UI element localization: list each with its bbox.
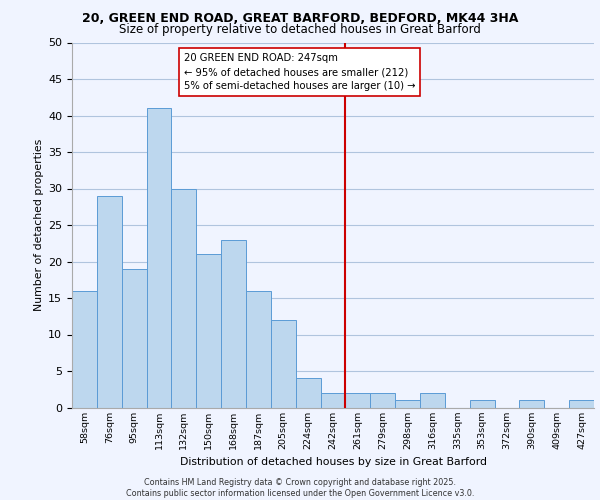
Bar xyxy=(370,393,395,407)
Bar xyxy=(395,400,420,407)
Bar xyxy=(271,320,296,408)
Bar xyxy=(420,393,445,407)
Bar xyxy=(246,290,271,408)
Text: 20, GREEN END ROAD, GREAT BARFORD, BEDFORD, MK44 3HA: 20, GREEN END ROAD, GREAT BARFORD, BEDFO… xyxy=(82,12,518,26)
Text: Size of property relative to detached houses in Great Barford: Size of property relative to detached ho… xyxy=(119,22,481,36)
Bar xyxy=(470,400,494,407)
Bar xyxy=(122,269,146,407)
Bar xyxy=(196,254,221,408)
Text: Contains HM Land Registry data © Crown copyright and database right 2025.
Contai: Contains HM Land Registry data © Crown c… xyxy=(126,478,474,498)
Text: 20 GREEN END ROAD: 247sqm
← 95% of detached houses are smaller (212)
5% of semi-: 20 GREEN END ROAD: 247sqm ← 95% of detac… xyxy=(184,54,415,92)
Bar xyxy=(520,400,544,407)
Bar xyxy=(320,393,346,407)
X-axis label: Distribution of detached houses by size in Great Barford: Distribution of detached houses by size … xyxy=(179,457,487,467)
Bar xyxy=(569,400,594,407)
Bar xyxy=(221,240,246,408)
Bar xyxy=(97,196,122,408)
Y-axis label: Number of detached properties: Number of detached properties xyxy=(34,139,44,311)
Bar xyxy=(172,188,196,408)
Bar xyxy=(72,290,97,408)
Bar xyxy=(296,378,320,408)
Bar xyxy=(346,393,370,407)
Bar xyxy=(146,108,172,408)
